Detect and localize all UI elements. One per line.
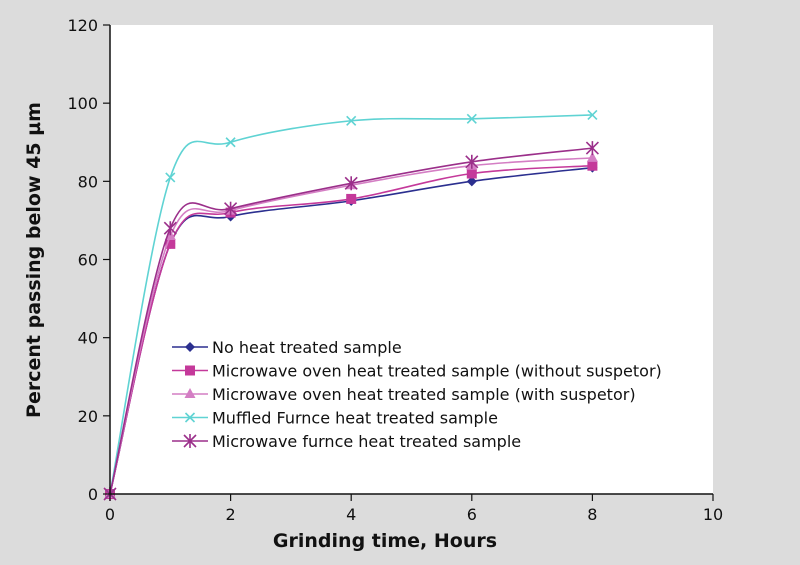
series-2-point [466, 168, 477, 179]
series-5-point [585, 141, 599, 156]
x-tick-label: 8 [587, 505, 597, 524]
legend-marker [185, 342, 195, 352]
y-tick-label: 80 [78, 172, 98, 191]
series-4-point [165, 172, 176, 183]
x-tick-label: 0 [105, 505, 115, 524]
legend-label: Microwave furnce heat treated sample [212, 432, 521, 451]
series-2-point [165, 238, 176, 249]
y-tick-label: 120 [67, 16, 98, 35]
legend-label: Muffled Furnce heat treated sample [212, 409, 498, 428]
series-line-2 [109, 164, 593, 495]
series-2-point [346, 193, 357, 204]
x-tick-label: 2 [226, 505, 236, 524]
x-tick-label: 4 [346, 505, 356, 524]
y-tick-label: 20 [78, 407, 98, 426]
y-tick-label: 100 [67, 94, 98, 113]
series-4-point [466, 113, 477, 124]
legend-marker [183, 434, 197, 448]
legend-marker [184, 412, 196, 423]
series-2-point [587, 160, 598, 171]
series-5-point [224, 201, 238, 216]
series-3-point [586, 151, 598, 162]
legend-marker [185, 365, 195, 376]
ticks-layer: 0 20 40 60 80 100 120 0 2 4 6 8 10 [67, 16, 723, 524]
y-tick-label: 0 [88, 485, 98, 504]
legend-label: Microwave oven heat treated sample (with… [212, 385, 636, 404]
series-layer [103, 109, 599, 501]
series-4-point [346, 115, 357, 126]
series-5-point [465, 154, 479, 169]
series-4-point [587, 109, 598, 120]
series-5-point [163, 221, 177, 236]
y-tick-label: 60 [78, 251, 98, 270]
x-axis-title: Grinding time, Hours [273, 530, 497, 552]
legend-marker [184, 388, 196, 398]
series-5-point [344, 176, 358, 191]
series-line-5 [109, 147, 593, 495]
series-1-point [466, 176, 477, 187]
y-tick-label: 40 [78, 329, 98, 348]
legend: No heat treated sample Microwave oven hea… [172, 338, 662, 451]
x-tick-label: 6 [467, 505, 477, 524]
series-4-point [225, 137, 236, 148]
legend-label: Microwave oven heat treated sample (with… [212, 362, 662, 381]
plot-area [110, 25, 713, 494]
y-axis-title: Percent passing below 45 µm [23, 102, 45, 418]
x-tick-label: 10 [703, 505, 723, 524]
legend-label: No heat treated sample [212, 338, 402, 357]
